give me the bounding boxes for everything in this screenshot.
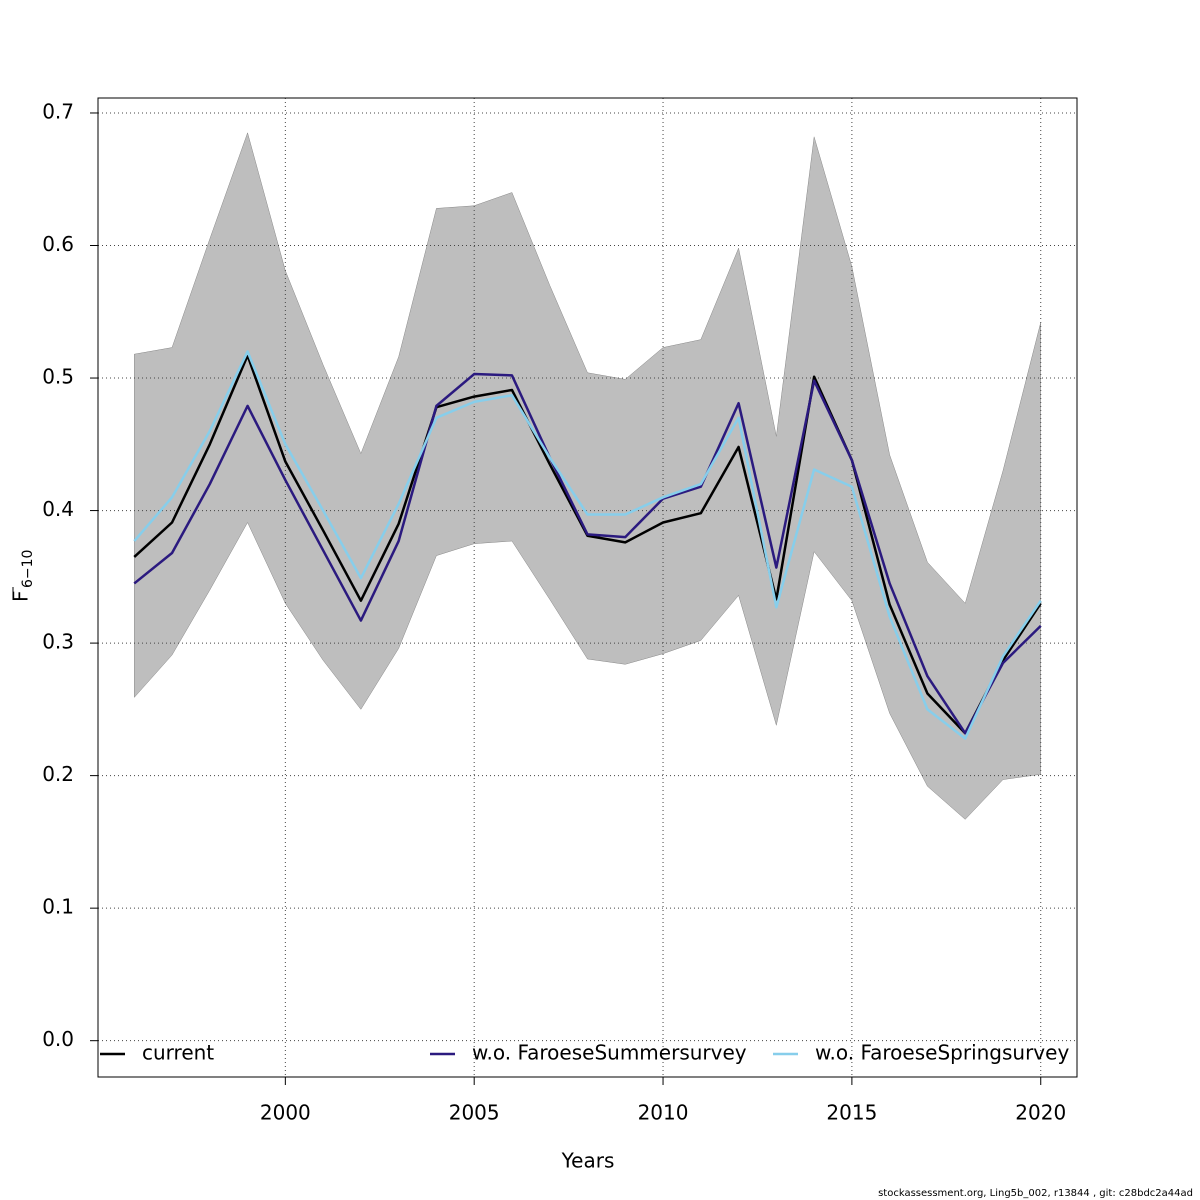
y-axis-label-group: F 6−10 bbox=[9, 550, 37, 602]
x-tick-label: 2010 bbox=[638, 1101, 689, 1125]
series-line bbox=[133, 354, 1042, 735]
confidence-band bbox=[134, 132, 1041, 820]
y-tick-label: 0.2 bbox=[42, 762, 74, 786]
legend-label: current bbox=[142, 1041, 214, 1065]
y-tick-label: 0.5 bbox=[42, 365, 74, 389]
y-tick-label: 0.4 bbox=[42, 497, 74, 521]
footer: stockassessment.org, Ling5b_002, r13844 … bbox=[878, 1188, 1193, 1199]
x-tick-label: 2000 bbox=[260, 1101, 311, 1125]
legend-label: w.o. FaroeseSpringsurvey bbox=[815, 1041, 1069, 1065]
x-tick-label: 2015 bbox=[826, 1101, 877, 1125]
x-tick-label: 2005 bbox=[449, 1101, 500, 1125]
y-tick-label: 0.3 bbox=[42, 630, 74, 654]
plot-frame bbox=[97, 97, 1078, 1078]
y-tick-label: 0.0 bbox=[42, 1027, 74, 1051]
series-line bbox=[133, 372, 1042, 735]
y-tick-label: 0.1 bbox=[42, 895, 74, 919]
x-axis-label: Years bbox=[561, 1149, 615, 1173]
x-tick-label: 2020 bbox=[1015, 1101, 1066, 1125]
series-line bbox=[133, 350, 1042, 740]
y-axis-label: F bbox=[9, 590, 33, 602]
y-tick-label: 0.7 bbox=[42, 99, 74, 123]
legend-label: w.o. FaroeseSummersurvey bbox=[472, 1041, 747, 1065]
y-axis-label-sub: 6−10 bbox=[20, 550, 36, 588]
y-tick-label: 0.6 bbox=[42, 232, 74, 256]
